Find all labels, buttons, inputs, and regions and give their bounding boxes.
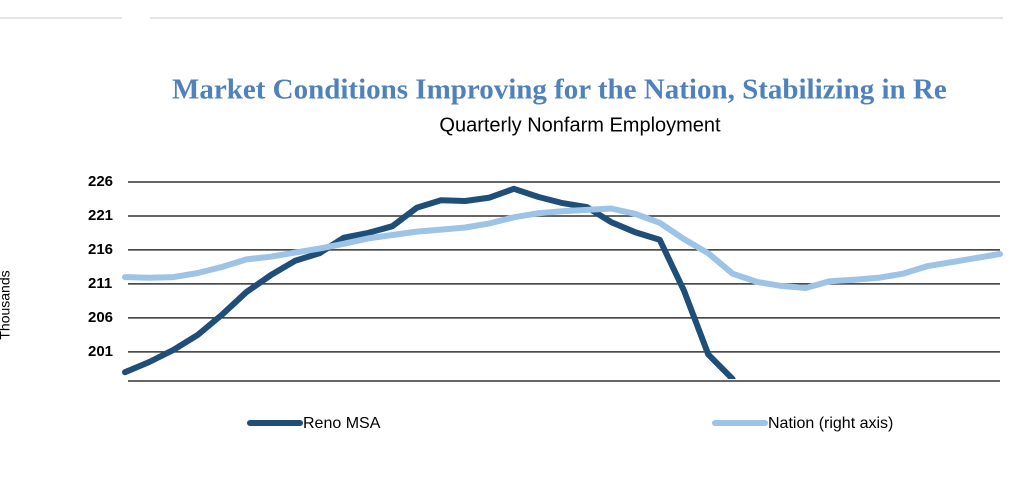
legend-label: Nation (right axis) xyxy=(768,415,893,432)
chart-subtitle: Quarterly Nonfarm Employment xyxy=(439,114,721,136)
y-tick-label: 226 xyxy=(88,173,113,190)
y-axis-label: Thousands xyxy=(0,270,13,339)
chart-title: Market Conditions Improving for the Nati… xyxy=(172,74,947,106)
y-tick-label: 201 xyxy=(88,343,113,360)
y-tick-label: 221 xyxy=(88,207,113,224)
legend-label: Reno MSA xyxy=(303,415,381,432)
y-tick-label: 206 xyxy=(88,309,113,326)
y-tick-label: 216 xyxy=(88,241,113,258)
series-line xyxy=(122,185,736,379)
series-line xyxy=(122,205,1003,291)
y-tick-label: 211 xyxy=(88,275,112,292)
